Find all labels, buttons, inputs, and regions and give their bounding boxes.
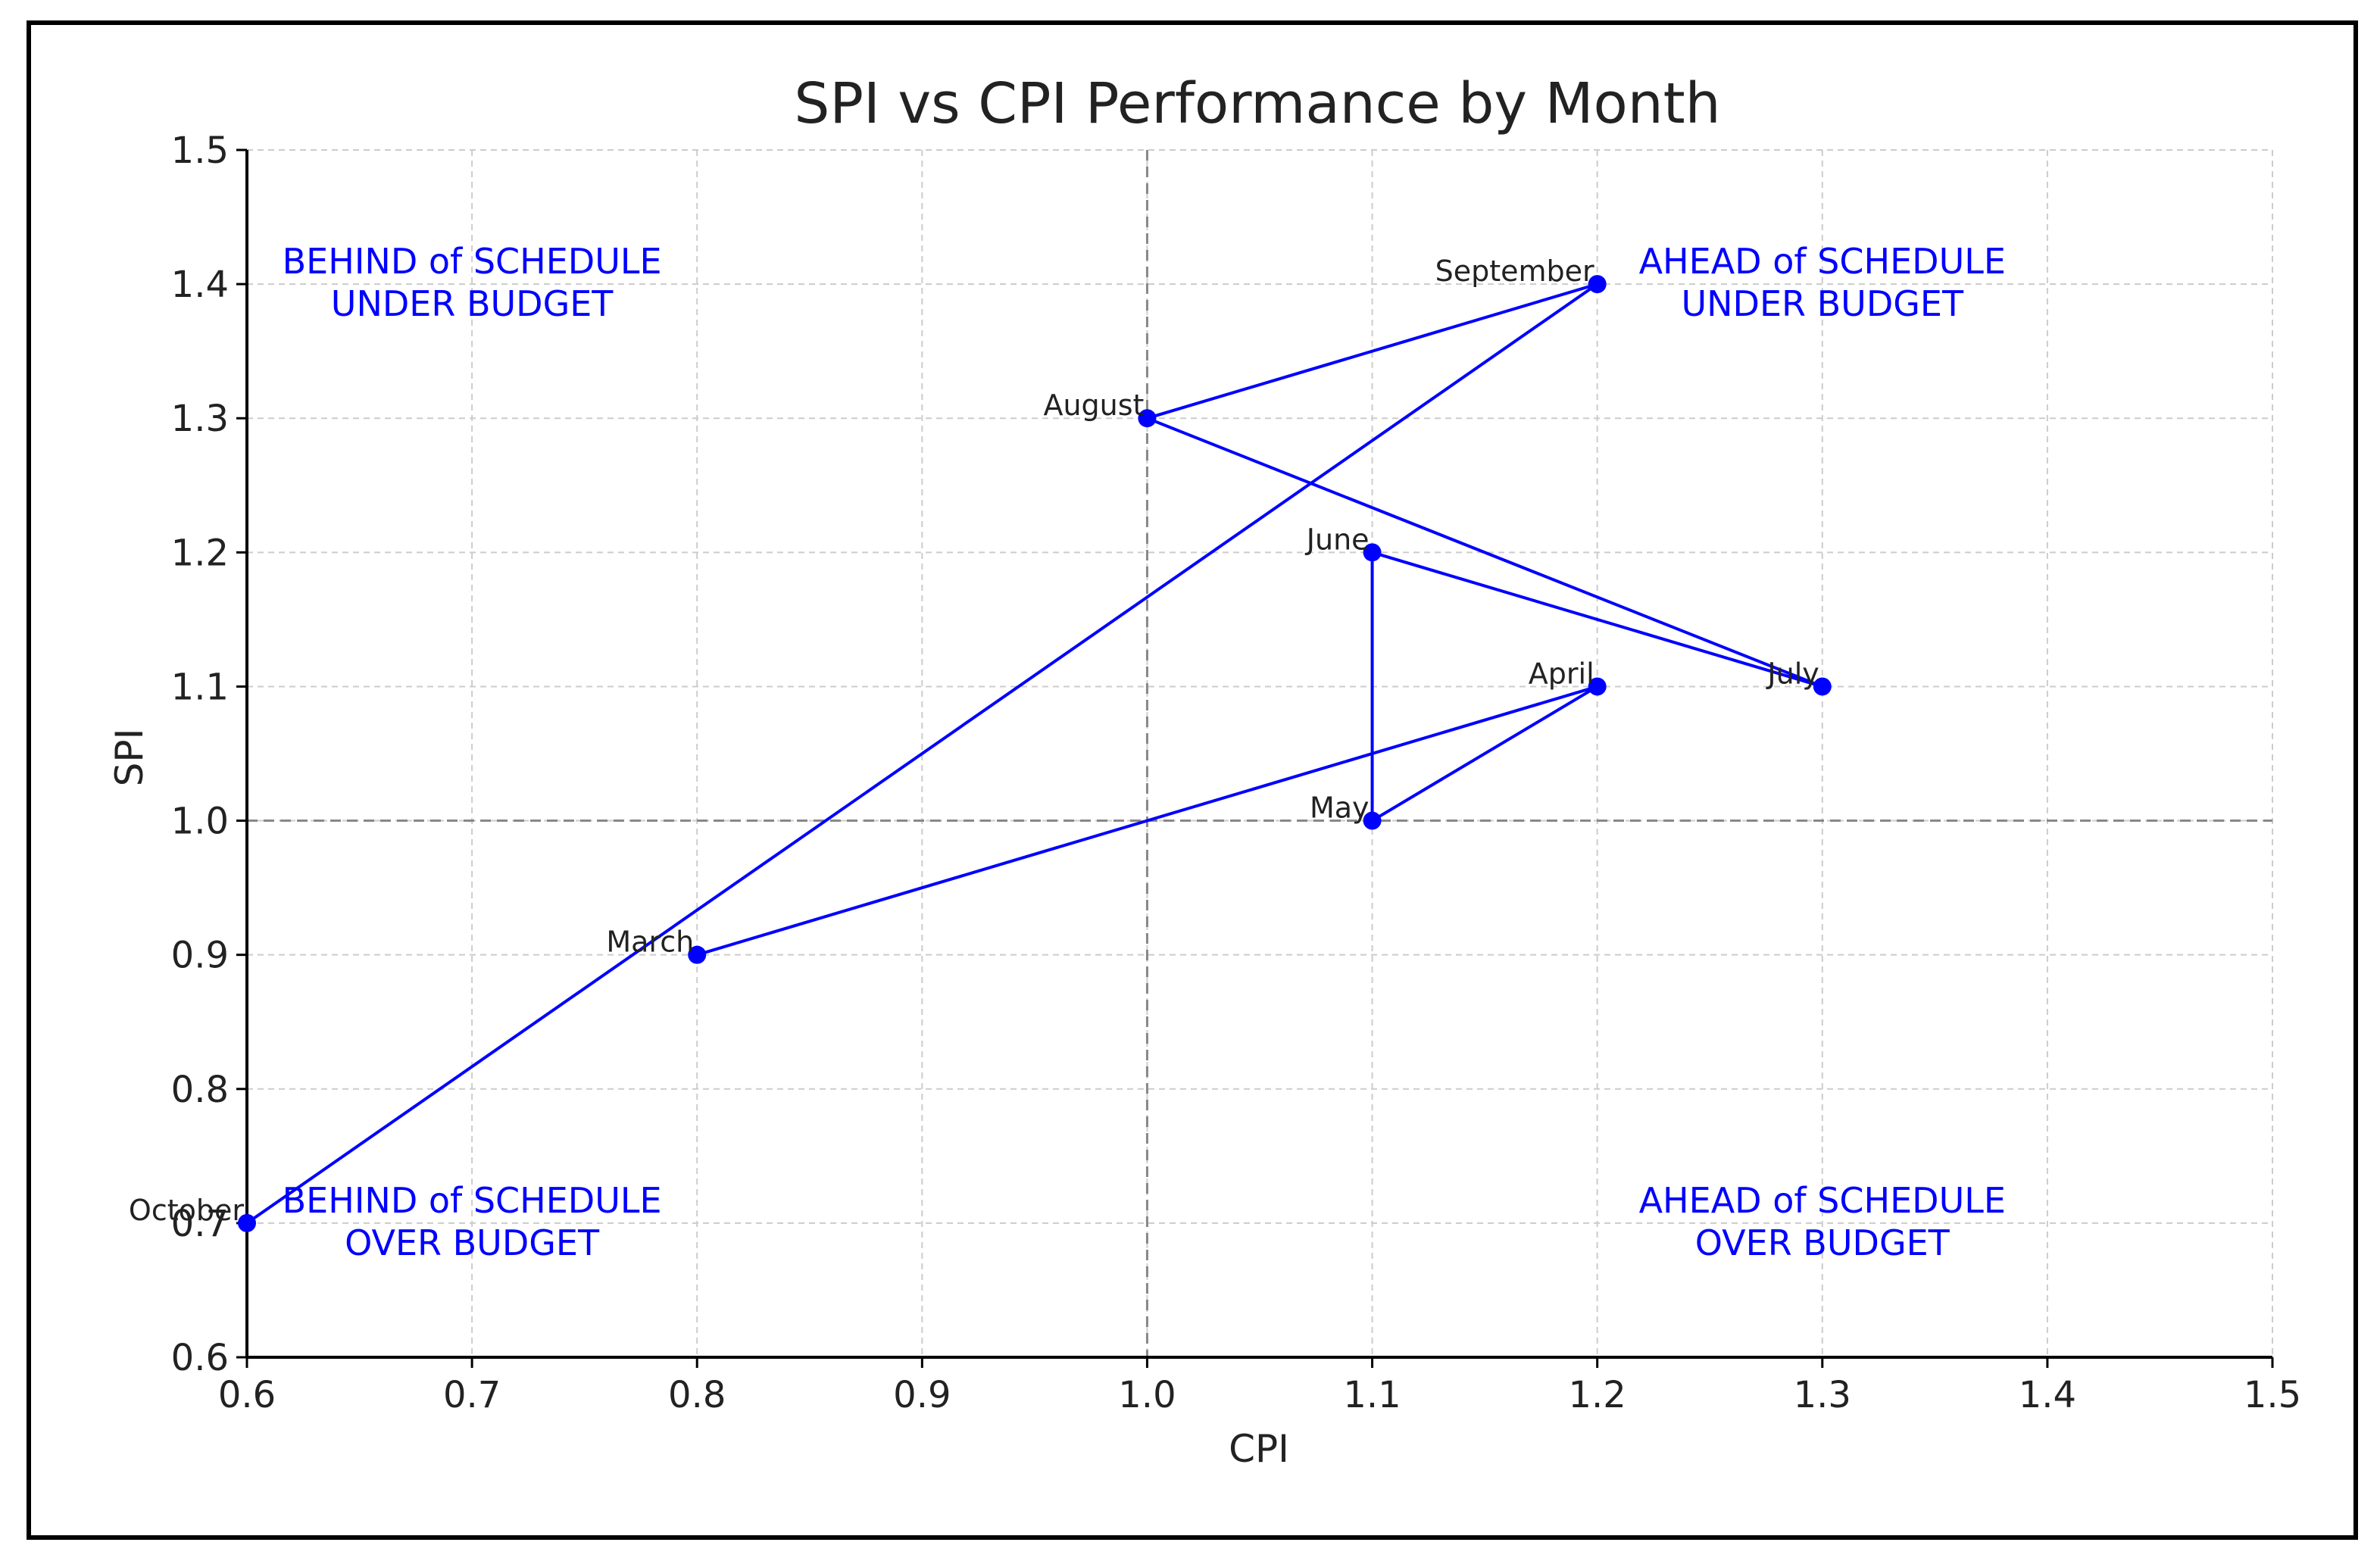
- x-tick-label: 0.7: [443, 1374, 501, 1416]
- quadrant-label-line2: UNDER BUDGET: [331, 283, 614, 324]
- data-point-august: [1138, 409, 1157, 428]
- quadrant-label-line1: AHEAD of SCHEDULE: [1639, 1180, 2006, 1221]
- point-label-march: March: [606, 926, 694, 959]
- point-label-october: October: [129, 1194, 244, 1227]
- y-tick-label: 0.6: [171, 1337, 229, 1379]
- data-point-september: [1588, 275, 1607, 294]
- x-axis-label: CPI: [1229, 1427, 1289, 1471]
- y-tick-label: 1.1: [171, 666, 229, 708]
- quadrant-label-line1: BEHIND of SCHEDULE: [283, 241, 662, 282]
- y-axis-ticks: 0.6 0.7 0.8 0.9 1.0 1.1 1.2 1.3 1.4 1.5: [171, 130, 247, 1379]
- series-polyline: [245, 283, 1824, 1225]
- data-points: [238, 275, 1832, 1232]
- data-point-may: [1363, 811, 1382, 830]
- x-tick-label: 1.5: [2244, 1374, 2301, 1416]
- point-labels: March April May June July August September Octo…: [129, 254, 1819, 1227]
- x-tick-label: 0.6: [218, 1374, 276, 1416]
- point-label-june: June: [1305, 523, 1370, 556]
- y-tick-label: 0.9: [171, 935, 229, 977]
- y-tick-label: 1.5: [171, 130, 229, 172]
- quadrant-label-line2: OVER BUDGET: [345, 1222, 600, 1263]
- quadrant-label-line1: AHEAD of SCHEDULE: [1639, 241, 2006, 282]
- y-tick-label: 1.4: [171, 264, 229, 306]
- point-label-april: April: [1529, 657, 1594, 690]
- quadrant-label-line2: OVER BUDGET: [1695, 1222, 1951, 1263]
- quadrant-label-line2: UNDER BUDGET: [1681, 283, 1964, 324]
- y-tick-label: 1.2: [171, 532, 229, 574]
- x-tick-label: 1.3: [1794, 1374, 1851, 1416]
- data-point-march: [688, 945, 707, 964]
- point-label-july: July: [1766, 657, 1819, 690]
- x-axis-ticks: 0.6 0.7 0.8 0.9 1.0 1.1 1.2 1.3 1.4 1.5: [218, 1357, 2301, 1416]
- data-point-july: [1813, 677, 1832, 696]
- x-tick-label: 0.9: [893, 1374, 951, 1416]
- point-label-may: May: [1310, 791, 1370, 825]
- x-tick-label: 1.0: [1118, 1374, 1176, 1416]
- data-point-april: [1588, 677, 1607, 696]
- reference-lines: [247, 150, 2272, 1357]
- x-tick-label: 1.1: [1343, 1374, 1401, 1416]
- point-label-september: September: [1435, 254, 1594, 288]
- chart-title: SPI vs CPI Performance by Month: [794, 71, 1720, 136]
- x-tick-label: 1.2: [1568, 1374, 1626, 1416]
- y-axis-label: SPI: [108, 729, 151, 787]
- y-tick-label: 1.3: [171, 398, 229, 440]
- series-line: [245, 283, 1824, 1225]
- y-tick-label: 1.0: [171, 801, 229, 843]
- data-point-october: [238, 1213, 256, 1232]
- point-label-august: August: [1043, 389, 1144, 422]
- data-point-june: [1363, 543, 1382, 562]
- quadrant-label-line1: BEHIND of SCHEDULE: [283, 1180, 662, 1221]
- x-tick-label: 0.8: [668, 1374, 726, 1416]
- axes: [245, 150, 2272, 1359]
- y-tick-label: 0.8: [171, 1069, 229, 1111]
- x-tick-label: 1.4: [2019, 1374, 2076, 1416]
- y-tick-label: 0.7: [171, 1203, 229, 1245]
- figure-border: [27, 20, 2358, 1540]
